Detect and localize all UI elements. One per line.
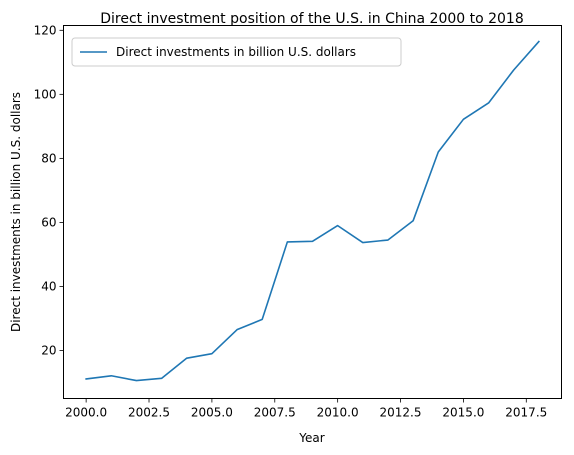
- y-tick-label: 60: [41, 215, 56, 229]
- x-axis-label: Year: [298, 431, 324, 445]
- y-axis-label: Direct investments in billion U.S. dolla…: [9, 92, 23, 332]
- y-tick-label: 40: [41, 279, 56, 293]
- axes-frame: [63, 25, 562, 399]
- y-tick-label: 20: [41, 343, 56, 357]
- legend-label: Direct investments in billion U.S. dolla…: [116, 45, 356, 59]
- y-tick-label: 120: [34, 23, 57, 37]
- y-tick-label: 80: [41, 151, 56, 165]
- x-tick-label: 2015.0: [442, 406, 484, 420]
- series-line: [85, 40, 540, 382]
- x-tick-label: 2002.5: [128, 406, 170, 420]
- legend-box: [71, 37, 402, 67]
- plot-area: 2000.0 2002.5 2005.0 2007.5 2010.0 2012.5 2015…: [34, 23, 548, 419]
- x-tick-label: 2010.0: [317, 406, 359, 420]
- x-tick-label: 2012.5: [380, 406, 422, 420]
- y-tick-label: 100: [34, 87, 57, 101]
- x-tick-label: 2005.0: [191, 406, 233, 420]
- x-tick-label: 2000.0: [65, 406, 107, 420]
- x-tick-label: 2007.5: [254, 406, 296, 420]
- chart-title: Direct investment position of the U.S. i…: [100, 11, 524, 27]
- x-tick-label: 2017.5: [505, 406, 547, 420]
- legend: Direct investments in billion U.S. dolla…: [71, 37, 402, 67]
